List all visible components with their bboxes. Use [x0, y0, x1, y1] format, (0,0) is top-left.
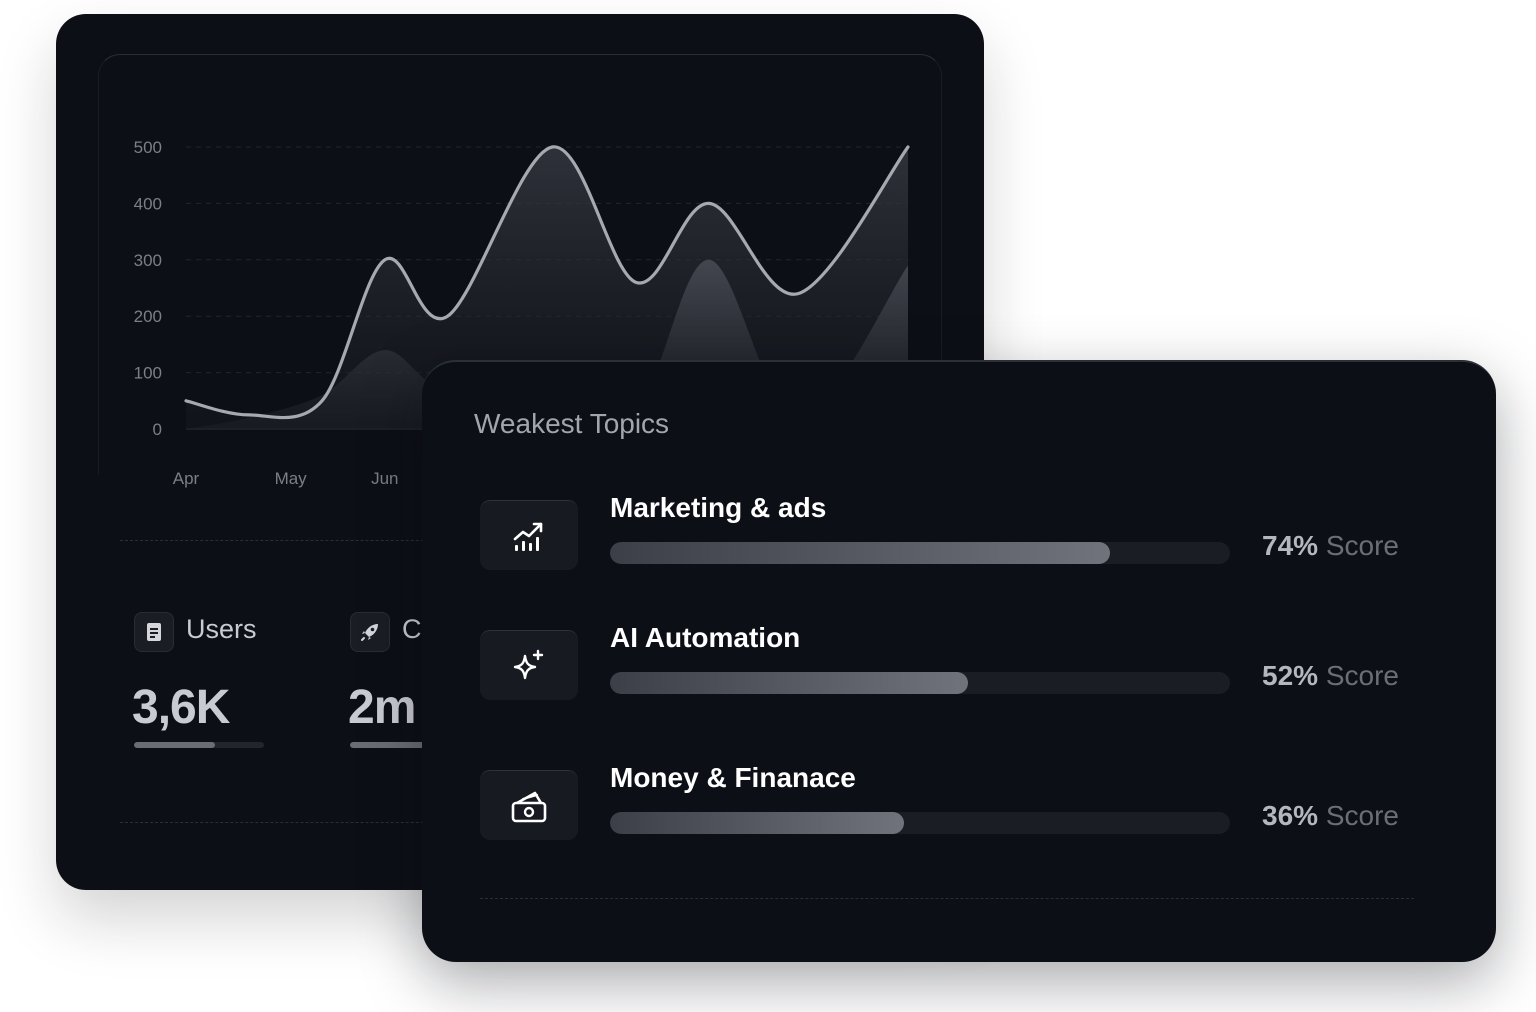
topic-progress: [610, 672, 1230, 694]
score-word: Score: [1325, 800, 1399, 831]
stat-label: Users: [186, 614, 257, 644]
score-word: Score: [1325, 660, 1399, 691]
cash-icon: [480, 770, 578, 840]
topic-name: AI Automation: [610, 622, 801, 653]
score-word: Score: [1325, 530, 1399, 561]
topic-row[interactable]: AI Automation 52% Score: [480, 622, 1440, 702]
stat-label: C: [402, 614, 422, 644]
topic-progress: [610, 542, 1230, 564]
topic-score: 74% Score: [1262, 530, 1399, 562]
rocket-icon: [350, 612, 390, 652]
topic-progress: [610, 812, 1230, 834]
stat-progress-fill: [350, 742, 428, 748]
topic-row[interactable]: Marketing & ads 74% Score: [480, 492, 1440, 572]
topic-progress-fill: [610, 812, 904, 834]
y-tick-label: 200: [134, 307, 162, 326]
series-line: [184, 145, 910, 420]
growth-chart-icon: [480, 500, 578, 570]
topic-row[interactable]: Money & Finanace 36% Score: [480, 762, 1440, 842]
y-tick-label: 100: [134, 364, 162, 383]
stat-progress-fill: [134, 742, 215, 748]
score-percent: 52%: [1262, 660, 1319, 691]
x-tick-label: Jun: [371, 469, 398, 488]
topic-name: Money & Finanace: [610, 762, 856, 793]
chart-frame: [98, 54, 942, 475]
y-tick-label: 300: [134, 251, 162, 270]
stat-progress: [134, 742, 264, 748]
score-percent: 74%: [1262, 530, 1319, 561]
topic-score: 52% Score: [1262, 660, 1399, 692]
stat-progress: [350, 742, 480, 748]
x-tick-label: Apr: [173, 469, 200, 488]
topic-score: 36% Score: [1262, 800, 1399, 832]
y-tick-label: 500: [134, 138, 162, 157]
sparkle-icon: [480, 630, 578, 700]
y-tick-label: 400: [134, 194, 162, 213]
stat-value: 2m: [348, 681, 416, 734]
topic-name: Marketing & ads: [610, 492, 827, 523]
topic-progress-fill: [610, 542, 1110, 564]
card-title: Weakest Topics: [474, 408, 670, 439]
score-percent: 36%: [1262, 800, 1319, 831]
weakest-topics-card: Weakest Topics Marketing & ads 74% Score: [422, 360, 1496, 962]
stat-value: 3,6K: [132, 681, 230, 734]
x-tick-label: May: [275, 469, 308, 488]
document-icon: [134, 612, 174, 652]
y-tick-label: 0: [153, 420, 162, 439]
divider: [480, 898, 1414, 899]
topic-progress-fill: [610, 672, 968, 694]
